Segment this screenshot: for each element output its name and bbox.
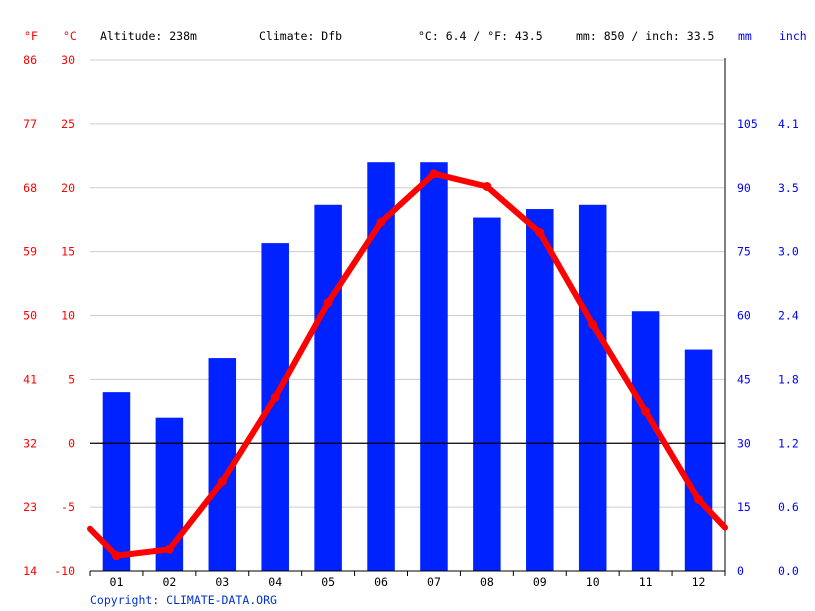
- precipitation-bar: [314, 204, 342, 572]
- mm-tick-label: 90: [737, 181, 751, 195]
- fahrenheit-tick-label: 68: [23, 181, 37, 195]
- temperature-point: [641, 406, 651, 416]
- inch-tick-label: 0.0: [778, 564, 799, 578]
- celsius-unit-label: °C: [63, 29, 77, 43]
- inch-tick-label: 2.4: [778, 309, 799, 323]
- fahrenheit-tick-label: 50: [23, 309, 37, 323]
- grid-lines: [90, 59, 725, 508]
- month-tick-label: 02: [162, 575, 176, 589]
- mm-tick-label: 45: [737, 372, 751, 386]
- celsius-tick-label: 10: [61, 309, 75, 323]
- inch-tick-label: 3.5: [778, 181, 799, 195]
- temperature-point: [217, 477, 227, 487]
- fahrenheit-tick-label: 59: [23, 245, 37, 259]
- celsius-tick-label: -10: [54, 564, 75, 578]
- celsius-tick-label: 25: [61, 117, 75, 131]
- precipitation-bar: [526, 209, 554, 571]
- copyright-text: Copyright: CLIMATE-DATA.ORG: [90, 593, 277, 607]
- month-tick-label: 07: [427, 575, 441, 589]
- mm-tick-label: 0: [737, 564, 744, 578]
- fahrenheit-tick-label: 77: [23, 117, 37, 131]
- axes: [89, 58, 726, 576]
- month-tick-label: 06: [374, 575, 388, 589]
- temperature-line: [87, 169, 728, 561]
- fahrenheit-unit-label: °F: [24, 29, 38, 43]
- celsius-tick-label: 15: [61, 245, 75, 259]
- mm-tick-label: 105: [737, 117, 758, 131]
- climate-label: Climate: Dfb: [259, 29, 342, 43]
- precipitation-bar: [473, 217, 501, 571]
- precipitation-bar: [367, 162, 395, 571]
- inch-unit-label: inch: [779, 29, 807, 43]
- inch-tick-label: 4.1: [778, 117, 799, 131]
- temperature-point: [694, 494, 704, 504]
- temperature-point: [482, 181, 492, 191]
- fahrenheit-tick-label: 32: [23, 436, 37, 450]
- month-tick-label: 01: [110, 575, 124, 589]
- mm-unit-label: mm: [738, 29, 752, 43]
- celsius-tick-label: -5: [61, 500, 75, 514]
- inch-tick-label: 3.0: [778, 245, 799, 259]
- mm-tick-label: 60: [737, 309, 751, 323]
- precipitation-bar: [684, 349, 713, 571]
- month-tick-label: 10: [586, 575, 600, 589]
- fahrenheit-tick-label: 41: [23, 372, 37, 386]
- inch-tick-label: 0.6: [778, 500, 799, 514]
- mm-tick-label: 75: [737, 245, 751, 259]
- temperature-point: [111, 551, 121, 561]
- inch-tick-label: 1.8: [778, 372, 799, 386]
- precipitation-bar: [102, 392, 131, 571]
- altitude-label: Altitude: 238m: [100, 29, 197, 43]
- celsius-tick-label: 30: [61, 53, 75, 67]
- precipitation-bar: [631, 311, 660, 571]
- chart-header: °F °C Altitude: 238m Climate: Dfb °C: 6.…: [24, 29, 807, 43]
- month-tick-label: 03: [215, 575, 229, 589]
- average-temperature-label: °C: 6.4 / °F: 43.5: [418, 29, 543, 43]
- temperature-line-path: [87, 170, 728, 559]
- precipitation-bar: [420, 162, 448, 571]
- temperature-point: [429, 169, 439, 179]
- mm-tick-label: 30: [737, 436, 751, 450]
- inch-tick-label: 1.2: [778, 436, 799, 450]
- temperature-point: [588, 319, 598, 329]
- temperature-point: [323, 298, 333, 308]
- fahrenheit-tick-label: 23: [23, 500, 37, 514]
- mm-tick-label: 15: [737, 500, 751, 514]
- celsius-tick-label: 5: [68, 372, 75, 386]
- precipitation-total-label: mm: 850 / inch: 33.5: [576, 29, 714, 43]
- temperature-point: [535, 227, 545, 237]
- temperature-point: [164, 544, 174, 554]
- fahrenheit-tick-label: 86: [23, 53, 37, 67]
- temperature-point: [376, 217, 386, 227]
- temperature-point: [270, 392, 280, 402]
- month-tick-label: 08: [480, 575, 494, 589]
- precipitation-bar: [578, 204, 607, 572]
- month-tick-label: 05: [321, 575, 335, 589]
- celsius-tick-label: 20: [61, 181, 75, 195]
- month-tick-label: 12: [692, 575, 706, 589]
- month-tick-label: 09: [533, 575, 547, 589]
- fahrenheit-tick-label: 14: [23, 564, 37, 578]
- celsius-tick-label: 0: [68, 436, 75, 450]
- month-tick-label: 11: [639, 575, 653, 589]
- month-tick-label: 04: [268, 575, 282, 589]
